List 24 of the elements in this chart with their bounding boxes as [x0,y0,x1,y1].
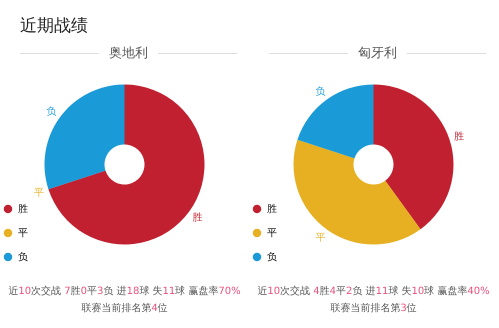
text: 近10次交战 7胜0平3负 进18球 失11球 赢盘率70% [8,286,241,297]
category-label: 平 [34,187,44,198]
legend-label: 胜 [18,203,28,215]
donut-slice [48,84,204,244]
text: 近10次交战 4胜4平2负 进11球 失10球 赢盘率40% [257,286,490,297]
text: 联赛当前排名第3位 [329,302,418,316]
donut-slice [44,84,124,190]
legend-label: 平 [18,228,28,239]
slice-label: 胜 [454,130,464,143]
text: 联赛当前排名第4位 [80,302,169,316]
legend-label: 负 [267,251,277,263]
chart-title: 奥地利 [108,45,149,62]
slice-label: 胜 [192,211,202,224]
donut-slice [374,84,454,230]
text: 近期战绩 [19,15,89,38]
legend-label: 胜 [267,203,277,215]
legend-label: 负 [18,251,28,263]
donut-slice [297,84,374,158]
slice-label: 负 [46,106,57,118]
legend-label: 平 [267,228,277,239]
chart-title: 匈牙利 [357,45,398,62]
donut-slice [294,140,421,244]
slice-label: 平 [316,232,326,244]
slice-label: 负 [316,86,326,98]
